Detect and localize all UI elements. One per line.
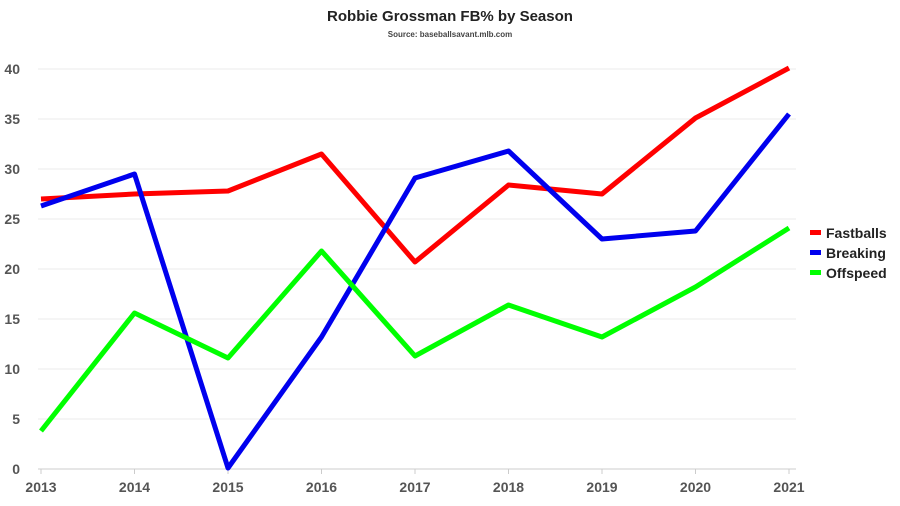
x-tick-label: 2020 <box>680 479 711 495</box>
x-tick-label: 2013 <box>25 479 56 495</box>
x-tick-label: 2015 <box>212 479 243 495</box>
series-line-fastballs <box>40 65 791 265</box>
series-line-breaking <box>40 112 791 471</box>
x-tick-label: 2018 <box>493 479 524 495</box>
legend: Fastballs Breaking Offspeed <box>810 225 887 281</box>
y-tick-label: 30 <box>4 161 20 177</box>
legend-label-fastballs: Fastballs <box>826 225 887 241</box>
y-tick-label: 0 <box>12 461 20 477</box>
series-lines <box>39 65 791 471</box>
x-tick-label: 2017 <box>399 479 430 495</box>
legend-swatch-fastballs <box>810 230 821 235</box>
x-tick-label: 2016 <box>306 479 337 495</box>
y-tick-label: 40 <box>4 61 20 77</box>
legend-label-offspeed: Offspeed <box>826 265 887 281</box>
y-tick-label: 5 <box>12 411 20 427</box>
chart-title: Robbie Grossman FB% by Season <box>327 8 573 25</box>
x-tick-label: 2014 <box>119 479 150 495</box>
y-tick-label: 15 <box>4 311 20 327</box>
series-line-offspeed <box>39 225 791 433</box>
x-axis: 2013 2014 2015 2016 2017 2018 2019 2020 2021 <box>25 468 805 495</box>
x-tick-label: 2019 <box>586 479 617 495</box>
y-tick-label: 35 <box>4 111 20 127</box>
legend-swatch-offspeed <box>810 270 821 275</box>
legend-swatch-breaking <box>810 250 821 255</box>
chart-subtitle: Source: baseballsavant.mlb.com <box>388 30 513 39</box>
x-tick-label: 2021 <box>773 479 804 495</box>
y-tick-label: 20 <box>4 261 20 277</box>
y-tick-label: 10 <box>4 361 20 377</box>
y-axis: 0 5 10 15 20 25 30 35 40 <box>4 61 20 477</box>
y-tick-label: 25 <box>4 211 20 227</box>
legend-label-breaking: Breaking <box>826 245 886 261</box>
